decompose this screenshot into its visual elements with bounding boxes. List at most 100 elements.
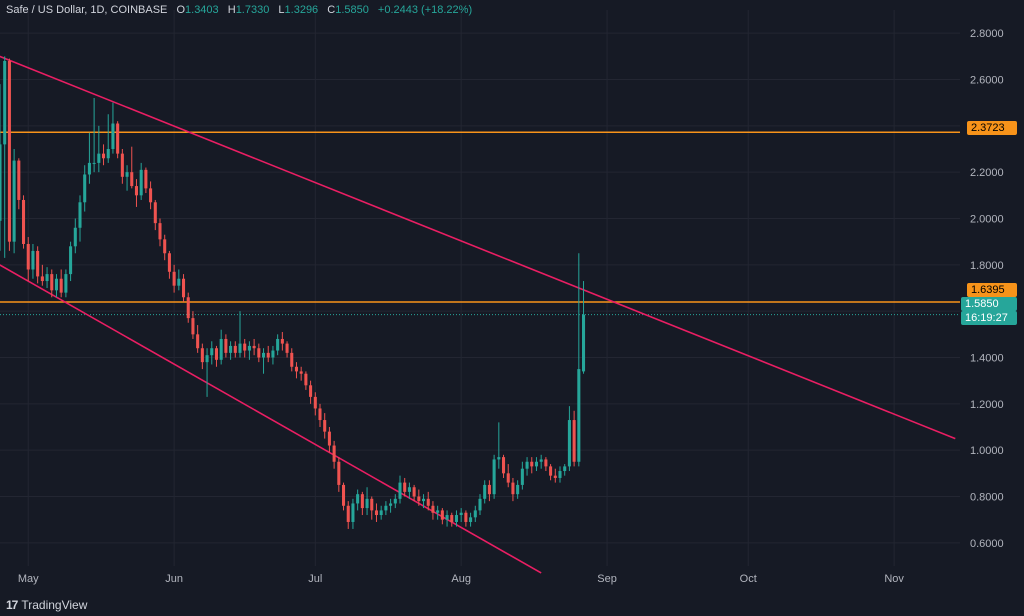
y-tick-label: 2.2000 (970, 167, 1004, 179)
candle-body (247, 345, 251, 351)
candle-body (153, 202, 157, 224)
candle-body (497, 457, 501, 460)
candle-body (403, 482, 407, 492)
candle-body (511, 482, 515, 495)
candle-body (426, 498, 430, 506)
open-value: 1.3403 (185, 4, 219, 16)
candle-body (125, 172, 129, 177)
candle-body (577, 369, 581, 462)
candle-body (520, 468, 524, 485)
candle-body (229, 345, 233, 353)
candle-body (111, 123, 115, 149)
candle-body (487, 484, 491, 495)
candle-body (360, 494, 364, 509)
candle-body (7, 60, 11, 242)
candle-body (384, 505, 388, 511)
candle-body (393, 498, 397, 504)
candle-body (130, 172, 134, 187)
trendlines (0, 55, 956, 574)
candle-body (182, 278, 186, 298)
candle-body (17, 160, 21, 200)
candle-body (149, 188, 153, 203)
candle-body (106, 149, 110, 159)
candle-body (563, 466, 567, 472)
candle-body (139, 169, 143, 196)
high-label: H (227, 4, 236, 16)
x-tick-label: Aug (451, 573, 471, 585)
candle-body (59, 278, 63, 293)
candle-body (299, 371, 303, 374)
candle-body (69, 246, 73, 275)
y-tick-label: 2.6000 (970, 75, 1004, 87)
close-value: 1.5850 (335, 4, 369, 16)
candle-body (525, 461, 529, 469)
candle-body (398, 482, 402, 499)
candle-body (186, 297, 190, 319)
time-axis: May Jun Jul Aug Sep Oct Nov (18, 573, 905, 585)
candle-body (262, 352, 266, 358)
candle-body (549, 466, 553, 476)
candle-body (252, 345, 256, 349)
candle-body (233, 345, 237, 353)
tradingview-logo[interactable]: 17 TradingView (6, 598, 87, 612)
candle-body (73, 227, 77, 247)
candle-body (318, 408, 322, 421)
x-tick-label: Jul (308, 573, 322, 585)
candle-body (40, 276, 44, 282)
channel-trendline (0, 55, 956, 440)
candle-body (530, 461, 534, 467)
candle-body (464, 512, 468, 522)
candle-body (327, 431, 331, 446)
x-tick-label: Nov (884, 573, 904, 585)
candle-body (558, 471, 562, 478)
candle-body (502, 457, 506, 474)
candle-body (3, 60, 7, 145)
candle-body (445, 515, 449, 520)
candle-body (224, 338, 228, 353)
candle-body (87, 162, 91, 175)
candle-body (332, 445, 336, 462)
candle-body (440, 510, 444, 520)
candle-body (280, 338, 284, 344)
candle-body (337, 461, 341, 485)
candle-body (45, 274, 49, 282)
candle-body (544, 459, 548, 467)
candle-body (167, 253, 171, 272)
candle-body (473, 510, 477, 518)
candle-body (158, 223, 162, 240)
candle-body (516, 484, 520, 495)
candle-body (200, 348, 204, 363)
candle-body (83, 174, 87, 203)
candle-body (582, 314, 586, 372)
candle-body (163, 239, 167, 254)
candle-body (323, 420, 327, 432)
candle-body (304, 373, 308, 386)
candle-body (294, 366, 298, 372)
candle-body (492, 459, 496, 495)
candle-body (31, 250, 35, 270)
y-tick-label: 1.4000 (970, 353, 1004, 365)
candle-body (210, 348, 214, 356)
candle-body (26, 243, 30, 270)
candle-body (431, 505, 435, 513)
price-tag-lower-level: 1.6395 (967, 283, 1017, 297)
high-value: 1.7330 (235, 4, 270, 16)
candle-body (271, 350, 275, 358)
candle-body (436, 510, 440, 513)
candle-body (534, 461, 538, 467)
candle-body (0, 144, 2, 221)
candle-body (370, 498, 374, 511)
candle-body (276, 338, 280, 351)
price-tag-last-price: 1.5850 (961, 297, 1017, 311)
candle-body (78, 202, 82, 228)
x-tick-label: Jun (165, 573, 183, 585)
candle-body (36, 250, 40, 277)
low-value: 1.3296 (284, 4, 319, 16)
y-tick-label: 1.2000 (970, 399, 1004, 411)
grid (0, 10, 960, 566)
candle-body (459, 512, 463, 516)
candle-body (243, 343, 247, 351)
candle-body (422, 498, 426, 502)
candle-body (309, 385, 313, 397)
